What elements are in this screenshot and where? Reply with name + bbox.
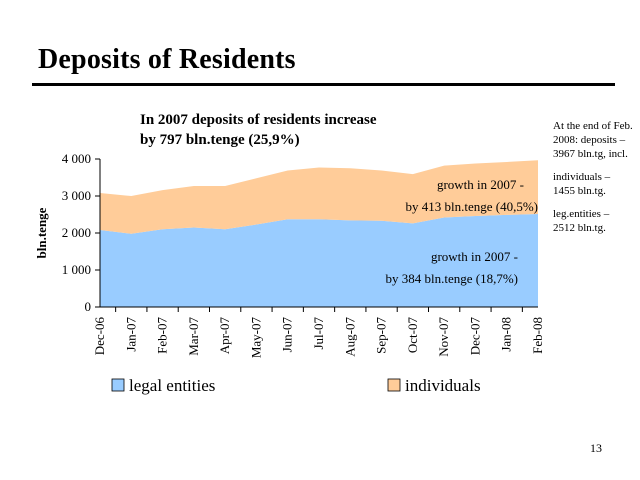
x-tick-label: Jan-07 bbox=[123, 317, 138, 352]
legend-swatch bbox=[111, 378, 125, 392]
legend-label: legal entities bbox=[129, 376, 215, 395]
title-divider bbox=[32, 83, 615, 86]
x-tick-label: May-07 bbox=[248, 317, 263, 359]
x-tick-label: Feb-08 bbox=[530, 317, 545, 354]
y-tick-label: 0 bbox=[85, 299, 92, 314]
chart-title: In 2007 deposits of residents increase b… bbox=[140, 112, 377, 148]
annotation-line: by 384 bln.tenge (18,7%) bbox=[385, 271, 518, 286]
x-tick-label: Apr-07 bbox=[217, 317, 232, 355]
side-note-individuals: individuals – 1455 bln.tg. bbox=[553, 171, 611, 197]
annotation-line: by 413 bln.tenge (40,5%) bbox=[405, 199, 538, 214]
y-tick-label: 1 000 bbox=[62, 262, 91, 277]
y-tick-label: 4 000 bbox=[62, 151, 91, 166]
x-tick-label: Jan-08 bbox=[499, 317, 514, 352]
slide-title: Deposits of Residents bbox=[38, 44, 296, 75]
x-tick-label: Jun-07 bbox=[280, 317, 295, 353]
side-notes: At the end of Feb. 2008: deposits – 3967… bbox=[553, 119, 633, 244]
annotation-line: growth in 2007 - bbox=[437, 177, 524, 192]
y-tick-label: 3 000 bbox=[62, 188, 91, 203]
area-individuals bbox=[100, 160, 538, 234]
side-note-legal-entities: leg.entities – 2512 bln.tg. bbox=[553, 208, 610, 234]
page-number: 13 bbox=[590, 441, 602, 455]
x-tick-label: Dec-07 bbox=[467, 317, 482, 356]
legend-swatch bbox=[387, 378, 401, 392]
y-tick-label: 2 000 bbox=[62, 225, 91, 240]
y-axis-label: bln.tenge bbox=[34, 207, 49, 258]
legend-label: individuals bbox=[405, 376, 481, 395]
x-tick-label: Nov-07 bbox=[436, 317, 451, 357]
x-tick-label: Jul-07 bbox=[311, 317, 326, 350]
x-tick-label: Oct-07 bbox=[405, 317, 420, 354]
area-legal-entities bbox=[100, 214, 538, 307]
x-tick-label: Dec-06 bbox=[92, 317, 107, 356]
x-tick-label: Feb-07 bbox=[155, 317, 170, 354]
x-tick-label: Mar-07 bbox=[186, 317, 201, 356]
annotation-line: growth in 2007 - bbox=[431, 249, 518, 264]
x-tick-label: Aug-07 bbox=[342, 317, 357, 357]
x-tick-label: Sep-07 bbox=[374, 317, 389, 354]
side-note-total: At the end of Feb. 2008: deposits – 3967… bbox=[553, 120, 633, 160]
